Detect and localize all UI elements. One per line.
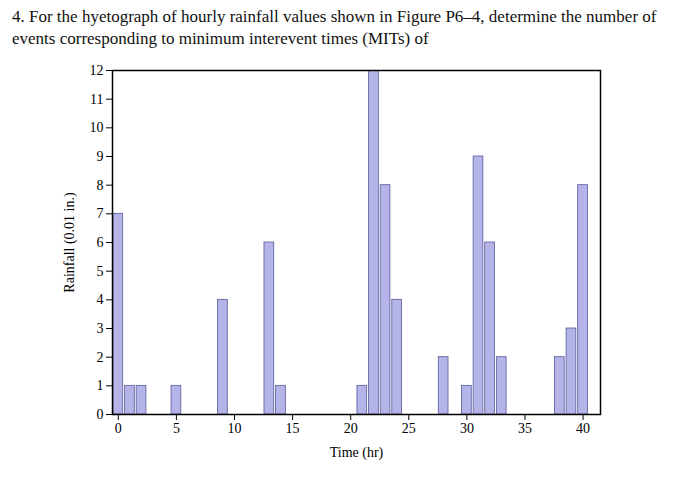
svg-text:0: 0 — [115, 421, 122, 436]
svg-text:5: 5 — [97, 264, 104, 279]
svg-text:11: 11 — [90, 92, 103, 107]
svg-text:0: 0 — [97, 407, 104, 422]
svg-text:Rainfall (0.01 in.): Rainfall (0.01 in.) — [62, 192, 78, 293]
svg-text:5: 5 — [173, 421, 180, 436]
svg-text:35: 35 — [518, 421, 532, 436]
svg-text:7: 7 — [97, 206, 104, 221]
svg-text:Time (hr): Time (hr) — [330, 445, 384, 461]
svg-text:6: 6 — [97, 235, 104, 250]
svg-text:20: 20 — [344, 421, 358, 436]
html-text:4. For the hyetograph of hourl: 4. For the hyetograph of hourly rainfall… — [12, 7, 657, 48]
svg-text:8: 8 — [97, 178, 104, 193]
svg-text:12: 12 — [90, 63, 104, 78]
svg-text:3: 3 — [97, 321, 104, 336]
svg-text:15: 15 — [286, 421, 300, 436]
svg-text:10: 10 — [90, 120, 104, 135]
svg-text:4: 4 — [97, 292, 104, 307]
svg-text:1: 1 — [97, 378, 104, 393]
svg-text:25: 25 — [402, 421, 416, 436]
svg-text:2: 2 — [97, 350, 104, 365]
svg-text:10: 10 — [228, 421, 242, 436]
svg-text:30: 30 — [460, 421, 474, 436]
svg-text:40: 40 — [576, 421, 590, 436]
svg-text:9: 9 — [97, 149, 104, 164]
